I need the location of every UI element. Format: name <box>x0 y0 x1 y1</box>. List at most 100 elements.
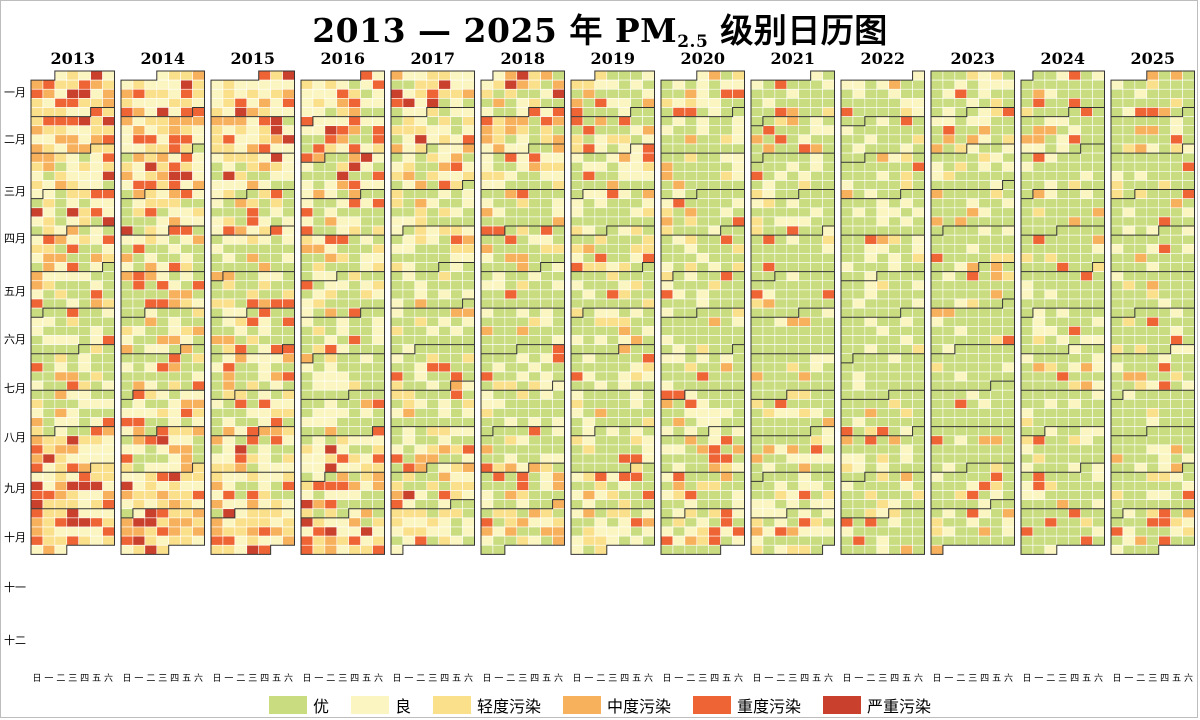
day-cell <box>1068 499 1081 510</box>
day-cell <box>426 362 440 373</box>
day-cell <box>684 98 698 108</box>
day-cell <box>258 98 271 108</box>
day-cell <box>348 189 361 199</box>
day-cell <box>390 517 404 528</box>
day-cell <box>144 316 158 327</box>
day-cell <box>282 389 295 400</box>
day-cell <box>246 499 260 510</box>
day-cell <box>66 189 80 199</box>
day-cell <box>1122 234 1136 245</box>
day-cell <box>1122 298 1136 309</box>
day-cell <box>402 70 416 81</box>
day-cell <box>504 189 518 199</box>
day-cell <box>684 499 698 510</box>
day-cell <box>336 207 350 218</box>
day-cell <box>480 380 494 391</box>
day-cell <box>450 435 463 446</box>
day-cell <box>192 189 205 199</box>
day-cell <box>1134 481 1148 491</box>
day-cell <box>852 344 866 355</box>
day-cell <box>300 426 314 437</box>
day-cell <box>864 426 878 437</box>
day-cell <box>360 444 373 455</box>
month-boundary <box>661 508 745 519</box>
day-cell <box>582 98 596 108</box>
day-cell <box>1110 353 1124 364</box>
day-cell <box>102 225 115 236</box>
day-cell <box>852 198 866 209</box>
day-cell <box>798 517 811 528</box>
day-cell <box>786 271 800 282</box>
day-cell <box>258 526 271 537</box>
day-cell <box>696 262 710 272</box>
day-cell <box>54 453 68 464</box>
day-cell <box>270 289 283 300</box>
day-cell <box>90 70 103 81</box>
day-cell <box>372 152 385 163</box>
day-cell <box>42 526 56 537</box>
day-cell <box>324 344 338 355</box>
day-cell <box>1182 435 1195 446</box>
day-cell <box>762 243 776 254</box>
day-cell <box>1056 225 1070 236</box>
day-cell <box>912 371 925 382</box>
day-cell <box>672 79 686 90</box>
day-cell <box>168 271 181 282</box>
day-cell <box>978 180 991 190</box>
day-cell <box>876 234 890 245</box>
day-cell <box>1044 298 1058 309</box>
day-cell <box>246 143 260 154</box>
day-cell <box>1056 180 1070 190</box>
day-cell <box>864 344 878 355</box>
day-cell <box>1134 134 1148 145</box>
day-cell <box>102 262 115 272</box>
day-cell <box>210 143 224 154</box>
day-cell <box>360 152 373 163</box>
day-cell <box>852 152 866 163</box>
day-cell <box>462 371 475 382</box>
day-cell <box>1122 508 1136 519</box>
day-cell <box>66 116 80 127</box>
weekday-label: 一 <box>314 674 323 684</box>
day-cell <box>1044 453 1058 464</box>
day-cell <box>582 335 596 345</box>
day-cell <box>324 526 338 537</box>
day-cell <box>1056 298 1070 309</box>
day-cell <box>42 389 56 400</box>
month-boundary <box>31 225 115 236</box>
day-cell <box>942 289 956 300</box>
day-cell <box>930 116 944 127</box>
day-cell <box>684 444 698 455</box>
day-cell <box>900 444 913 455</box>
day-cell <box>954 362 968 373</box>
day-cell <box>876 490 890 500</box>
day-cell <box>708 234 721 245</box>
day-cell <box>606 180 620 190</box>
day-cell <box>504 535 518 546</box>
day-cell <box>762 417 776 427</box>
year-outline <box>930 70 1016 555</box>
day-cell <box>492 453 506 464</box>
day-cell <box>54 399 68 409</box>
day-cell <box>786 125 800 136</box>
day-cell <box>42 125 56 136</box>
day-cell <box>30 307 44 318</box>
day-cell <box>66 161 80 172</box>
day-cell <box>942 344 956 355</box>
day-cell <box>1134 234 1148 245</box>
day-cell <box>978 508 991 519</box>
day-cell <box>786 180 800 190</box>
day-cell <box>900 526 913 537</box>
day-cell <box>708 526 721 537</box>
day-cell <box>852 535 866 546</box>
day-cell <box>840 535 854 546</box>
day-cell <box>900 171 913 181</box>
day-cell <box>786 152 800 163</box>
day-cell <box>360 143 373 154</box>
day-cell <box>30 253 44 263</box>
day-cell <box>642 499 655 510</box>
day-cell <box>90 88 103 99</box>
year-panel-2016: 2016日一二三四五六 <box>300 49 386 684</box>
title-tail: 级别日历图 <box>708 11 888 50</box>
day-cell <box>540 426 553 437</box>
